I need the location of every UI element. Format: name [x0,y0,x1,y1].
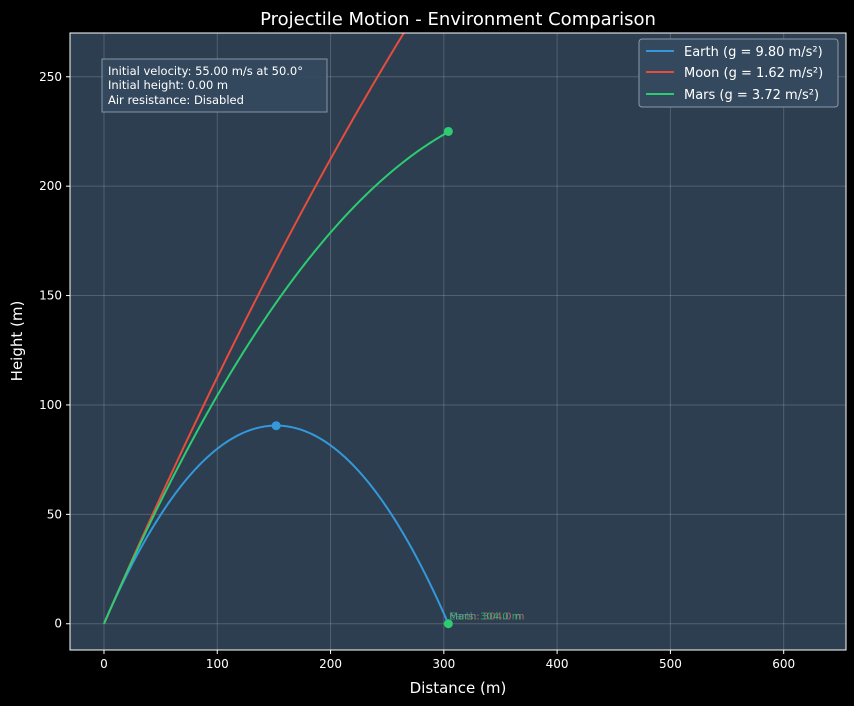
y-tick-label: 150 [39,289,62,303]
grid-lines [70,33,846,650]
y-axis-label: Height (m) [8,301,26,382]
x-tick-label: 600 [772,657,795,671]
legend-label-mars: Mars (g = 3.72 m/s²) [684,88,819,103]
info-box: Initial velocity: 55.00 m/s at 50.0° Ini… [101,58,328,113]
y-tick-label: 100 [39,398,62,412]
info-height: Initial height: 0.00 m [108,78,228,92]
info-velocity: Initial velocity: 55.00 m/s at 50.0° [108,64,303,78]
y-tick-label: 0 [54,617,62,631]
y-tick-label: 250 [39,70,62,84]
plot-area [70,33,846,650]
y-tick-label: 50 [47,507,62,521]
y-tick-label: 200 [39,179,62,193]
mars-landing-point [443,619,453,629]
x-tick-label: 200 [319,657,342,671]
legend-label-earth: Earth (g = 9.80 m/s²) [684,45,823,60]
legend: Earth (g = 9.80 m/s²) Moon (g = 1.62 m/s… [638,38,839,108]
earth-apex-point [271,421,281,431]
x-tick-label: 500 [659,657,682,671]
x-tick-label: 400 [546,657,569,671]
info-air-resistance: Air resistance: Disabled [108,93,244,107]
plot-frame [69,32,847,651]
axis-ticks: 0 100 200 300 400 500 600 0 50 100 150 200 250 [39,70,795,671]
x-tick-label: 300 [432,657,455,671]
legend-frame [638,38,839,108]
legend-label-moon: Moon (g = 1.62 m/s²) [684,66,823,81]
chart-title: Projectile Motion - Environment Comparis… [260,9,656,30]
marker-layer [271,126,453,629]
trajectory-moon [103,33,405,625]
landing-label-moon: Moon: 304.0 m [449,612,524,623]
trajectory-mars [103,131,449,625]
x-tick-label: 100 [206,657,229,671]
info-box-frame [101,58,328,113]
landing-label-earth: Earth: 304.0 m [449,612,524,623]
landing-label-mars: Mars: 304.0 m [449,612,521,623]
mars-end-point [443,126,453,136]
x-axis-label: Distance (m) [410,679,507,697]
x-tick-label: 0 [100,657,108,671]
